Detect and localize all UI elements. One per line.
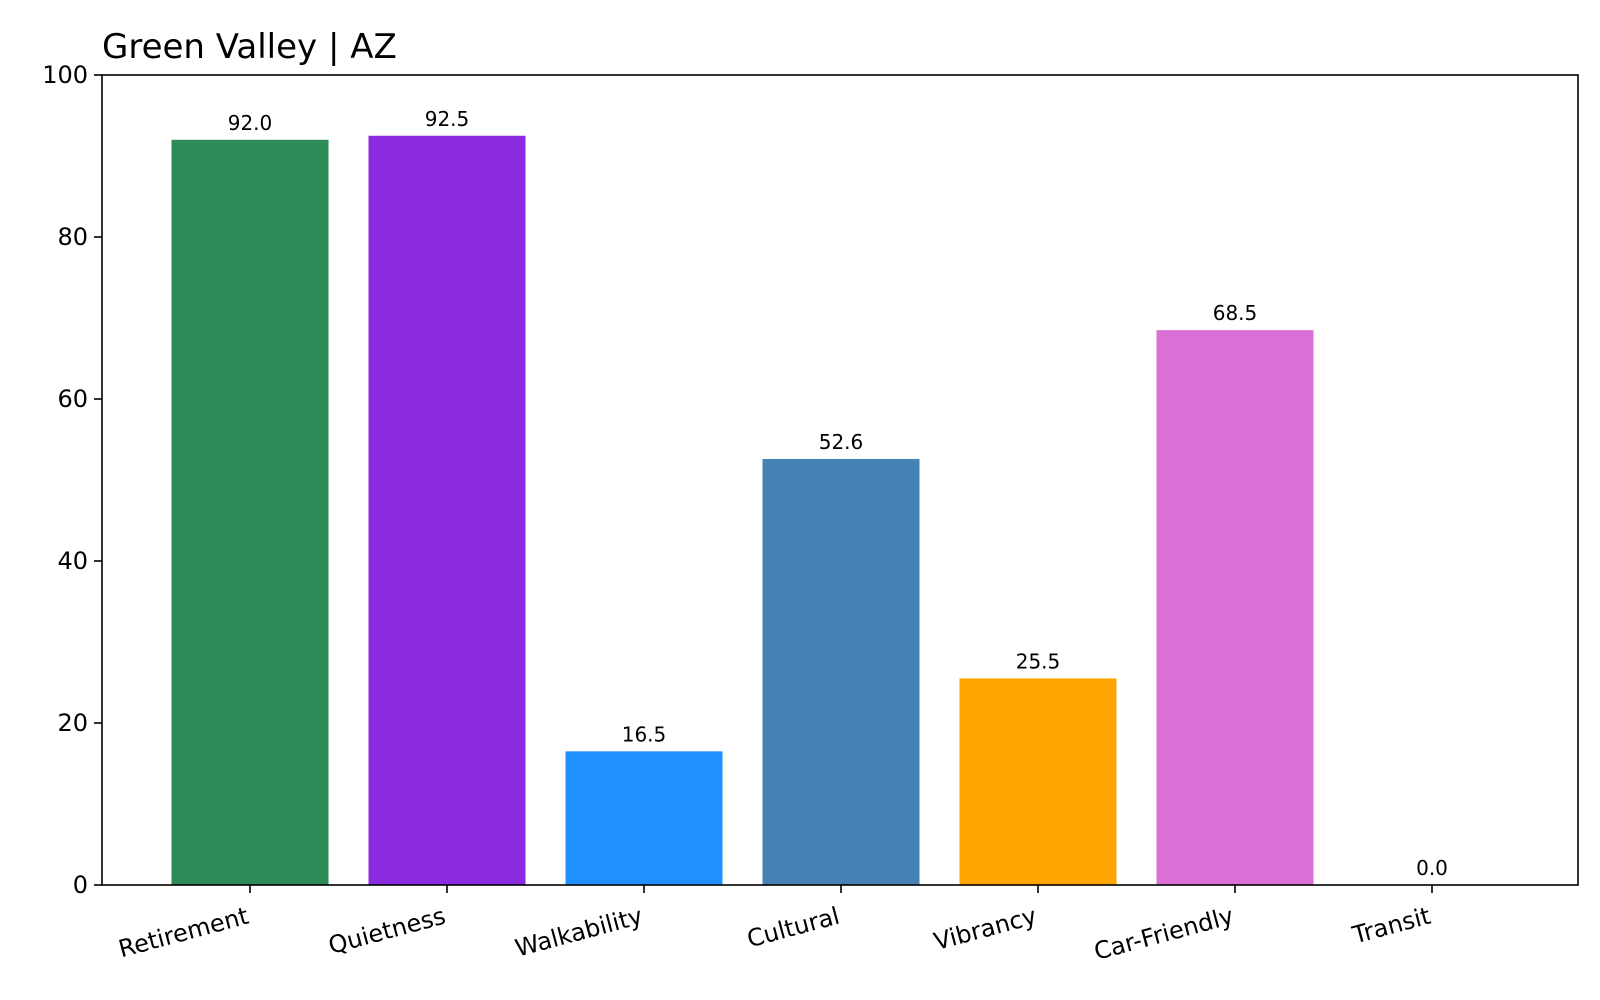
- bar-value-label: 92.5: [425, 107, 470, 131]
- x-tick-label: Transit: [1349, 902, 1434, 950]
- x-tick-label: Car-Friendly: [1091, 902, 1237, 966]
- bar-value-label: 25.5: [1016, 649, 1061, 673]
- y-tick-label: 20: [57, 709, 88, 737]
- y-tick-label: 0: [73, 871, 88, 899]
- y-tick-label: 60: [57, 385, 88, 413]
- y-axis: 0 20 40 60 80 100: [42, 61, 102, 899]
- x-tick-label: Cultural: [744, 902, 843, 954]
- y-tick-label: 80: [57, 223, 88, 251]
- x-tick-label: Walkability: [512, 902, 645, 963]
- bar-value-label: 52.6: [819, 430, 864, 454]
- plot-frame: [101, 74, 1579, 886]
- bar-value-label: 16.5: [622, 722, 667, 746]
- bar-retirement: [171, 139, 329, 886]
- bar-value-label: 92.0: [228, 111, 273, 135]
- bar-cultural: [762, 458, 920, 885]
- bar-walkability: [565, 751, 723, 885]
- x-tick-label: Vibrancy: [931, 902, 1040, 956]
- bar-value-labels: 92.0 92.5 16.5 52.6 25.5 68.5 0.0: [228, 107, 1448, 880]
- x-tick-label: Quietness: [325, 902, 448, 960]
- bar-quietness: [368, 135, 526, 885]
- x-tick-label: Retirement: [116, 902, 252, 964]
- bar-car-friendly: [1156, 330, 1314, 885]
- bar-vibrancy: [959, 678, 1117, 885]
- y-tick-label: 100: [42, 61, 88, 89]
- chart-title: Green Valley | AZ: [102, 27, 397, 67]
- x-axis: Retirement Quietness Walkability Cultural Vi…: [116, 885, 1434, 966]
- y-tick-label: 40: [57, 547, 88, 575]
- bars: [171, 135, 1314, 886]
- bar-value-label: 0.0: [1416, 856, 1448, 880]
- bar-value-label: 68.5: [1213, 301, 1258, 325]
